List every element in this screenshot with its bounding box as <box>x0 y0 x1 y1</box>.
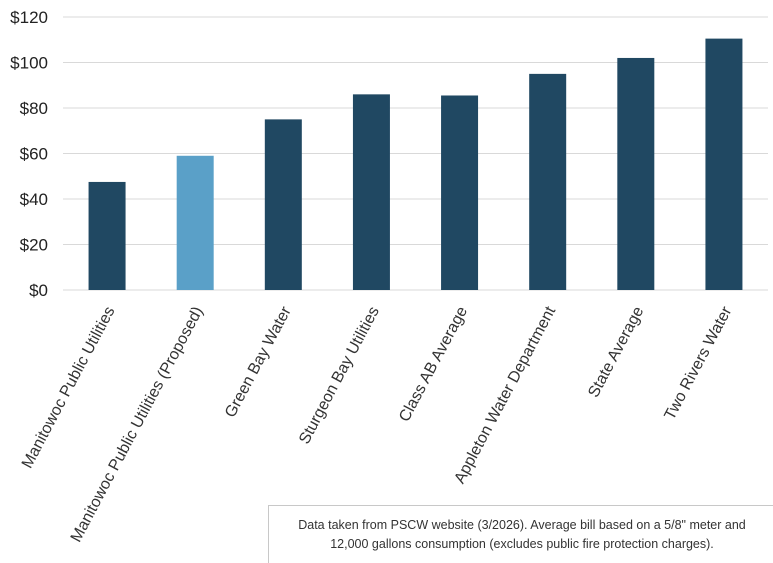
gridlines <box>63 16 768 291</box>
bar <box>352 94 390 290</box>
y-axis-tick-labels: $0 $20 $40 $60 $80 $100 $120 <box>10 8 48 300</box>
x-category-label: Green Bay Water <box>222 303 295 420</box>
y-tick-label: $0 <box>29 281 48 300</box>
x-category-label: Two Rivers Water <box>661 303 735 423</box>
footnote: Data taken from PSCW website (3/2026). A… <box>268 505 773 563</box>
bar <box>88 181 126 290</box>
x-category-label: Class AB Average <box>396 304 471 425</box>
y-tick-label: $40 <box>20 190 48 209</box>
bars <box>88 38 743 291</box>
y-tick-label: $60 <box>20 145 48 164</box>
bar <box>176 155 214 290</box>
x-category-label: State Average <box>585 304 647 401</box>
x-category-label: Sturgeon Bay Utilities <box>296 304 383 447</box>
bar <box>529 73 567 290</box>
y-tick-label: $20 <box>20 236 48 255</box>
y-tick-label: $120 <box>10 8 48 27</box>
x-category-label: Appleton Water Department <box>451 303 559 486</box>
bar <box>617 57 655 291</box>
bar <box>264 119 302 290</box>
y-tick-label: $80 <box>20 99 48 118</box>
x-category-label: Manitowoc Public Utilities <box>19 304 119 471</box>
bar <box>705 38 743 290</box>
bar <box>441 95 479 290</box>
y-tick-label: $100 <box>10 54 48 73</box>
